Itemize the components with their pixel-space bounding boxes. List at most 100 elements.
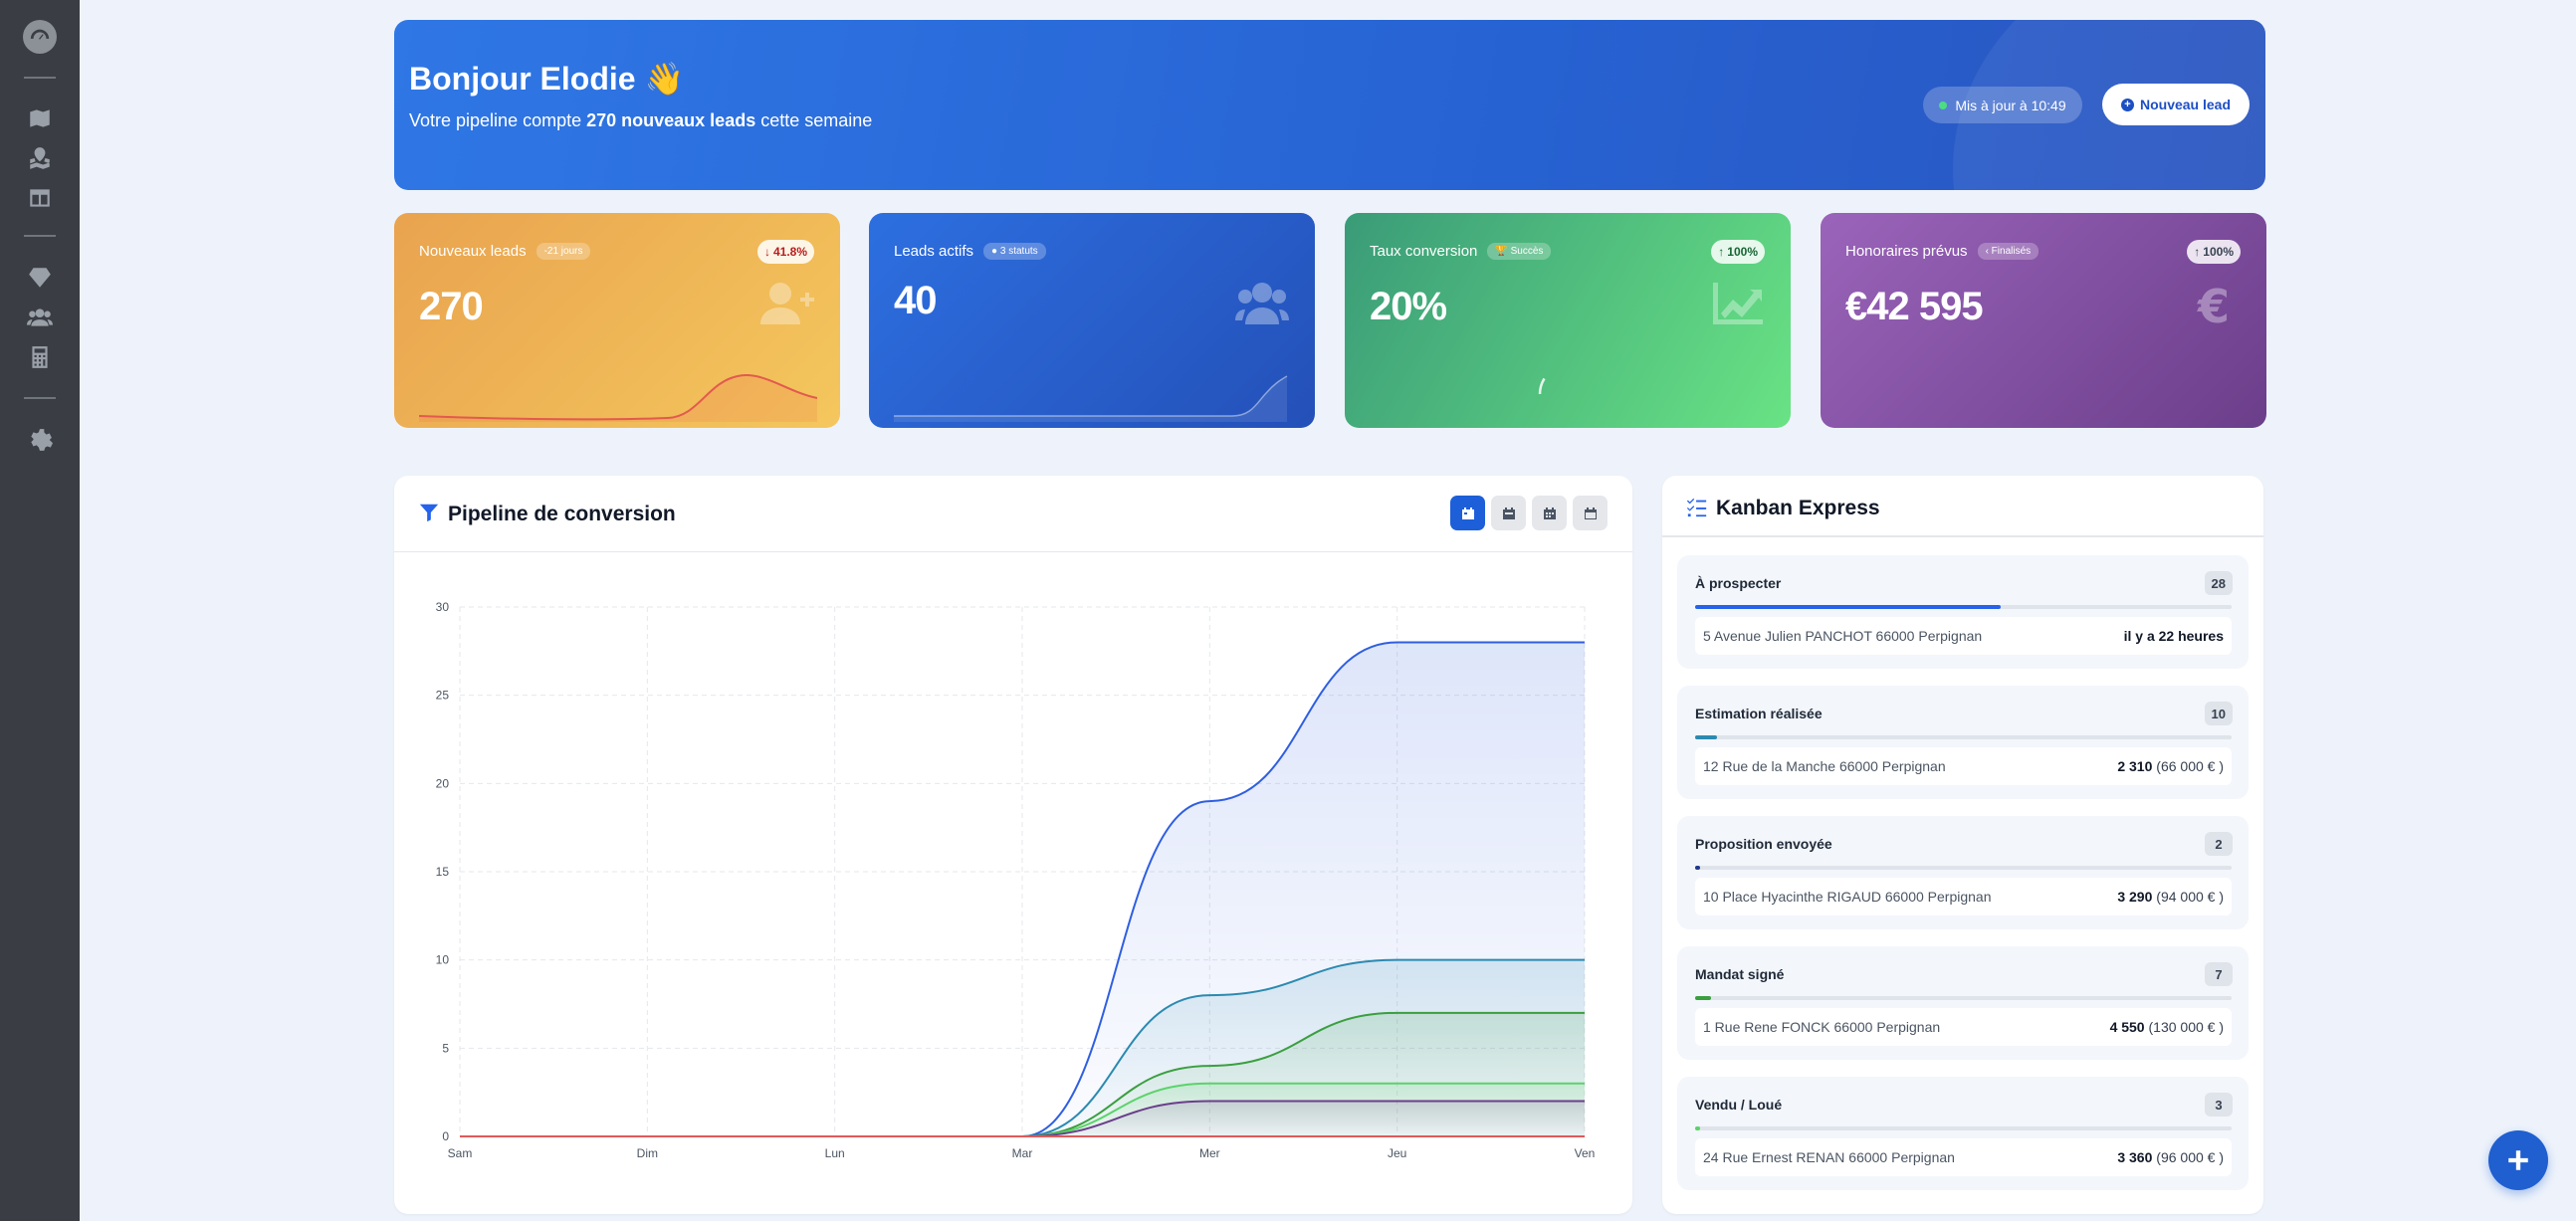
kanban-card-value-bold: 3 360 [2117, 1149, 2153, 1165]
table-layout-icon[interactable] [25, 183, 55, 213]
kanban-card-address: 1 Rue Rene FONCK 66000 Perpignan [1703, 1019, 1941, 1035]
arrow-up-icon: ↑ [1718, 245, 1725, 259]
stat-badge-text: Succès [1510, 246, 1544, 257]
stat-label-row: Taux conversion 🏆 Succès [1370, 243, 1552, 260]
kanban-card-address: 24 Rue Ernest RENAN 66000 Perpignan [1703, 1149, 1955, 1165]
kanban-card-value-bold: 4 550 [2109, 1019, 2145, 1035]
y-tick-label: 10 [436, 953, 450, 967]
y-tick-label: 5 [442, 1041, 449, 1055]
pipeline-title: Pipeline de conversion [448, 503, 676, 525]
x-tick-label: Ven [1575, 1146, 1596, 1160]
plus-circle-icon: + [2120, 98, 2134, 111]
last-updated-text: Mis à jour à 10:49 [1955, 97, 2066, 113]
trend-value: 100% [2203, 245, 2234, 259]
stat-value: 40 [894, 279, 937, 322]
kanban-column: Estimation réalisée 10 12 Rue de la Manche… [1677, 686, 2249, 799]
map-icon[interactable] [25, 103, 55, 133]
kanban-progress-fill [1695, 996, 1712, 1000]
range-week-button[interactable] [1491, 496, 1526, 530]
new-leads-sparkline [419, 373, 817, 422]
filter-icon [418, 502, 440, 523]
kanban-card-value: 3 290 (94 000 € ) [2117, 889, 2224, 905]
new-lead-button[interactable]: + Nouveau lead [2102, 84, 2250, 125]
stat-badge: 🏆 Succès [1487, 243, 1552, 260]
kanban-column-count: 7 [2205, 962, 2233, 986]
kanban-card-value: il y a 22 heures [2124, 628, 2224, 644]
euro-icon: € [2187, 280, 2241, 333]
kanban-column-name: Mandat signé [1695, 966, 1785, 982]
svg-text:€: € [2197, 281, 2230, 326]
kanban-card-value-rest: (94 000 € ) [2152, 889, 2224, 905]
stat-card-new-leads[interactable]: Nouveaux leads -21 jours ↓ 41.8% 270 [394, 213, 840, 428]
x-tick-label: Mer [1199, 1146, 1220, 1160]
stat-badge: ● 3 statuts [983, 243, 1046, 260]
kanban-progress-track [1695, 996, 2232, 1000]
kanban-card-value-rest: (96 000 € ) [2152, 1149, 2224, 1165]
users-icon[interactable] [25, 303, 55, 332]
kanban-card[interactable]: 12 Rue de la Manche 66000 Perpignan 2 310… [1695, 747, 2232, 785]
subtitle-prefix: Votre pipeline compte [409, 110, 582, 130]
kanban-panel: Kanban Express À prospecter 28 5 Avenue Ju… [1662, 476, 2263, 1214]
kanban-column-count: 28 [2204, 571, 2233, 595]
panel-divider [1662, 535, 2263, 537]
add-fab-button[interactable] [2488, 1130, 2548, 1190]
range-day-button[interactable] [1450, 496, 1485, 530]
kanban-column: Proposition envoyée 2 10 Place Hyacinthe R… [1677, 816, 2249, 929]
new-lead-label: Nouveau lead [2139, 97, 2232, 112]
kanban-progress-fill [1695, 1126, 1701, 1130]
y-tick-label: 15 [436, 865, 450, 879]
stat-label: Taux conversion [1370, 243, 1478, 260]
panel-divider [394, 551, 1632, 552]
stat-label: Leads actifs [894, 243, 974, 260]
kanban-column: À prospecter 28 5 Avenue Julien PANCHOT 66… [1677, 555, 2249, 669]
kanban-card-address: 10 Place Hyacinthe RIGAUD 66000 Perpigna… [1703, 889, 1992, 905]
stat-value: €42 595 [1845, 285, 1984, 328]
range-month-button[interactable] [1532, 496, 1567, 530]
kanban-column-count: 10 [2204, 702, 2233, 725]
kanban-card[interactable]: 5 Avenue Julien PANCHOT 66000 Perpignan i… [1695, 617, 2232, 655]
range-year-button[interactable] [1573, 496, 1608, 530]
chart-line-icon [1711, 281, 1765, 326]
tasks-icon [1686, 497, 1708, 518]
kanban-column-count: 2 [2205, 832, 2233, 856]
x-tick-label: Dim [637, 1146, 658, 1160]
stat-label-row: Leads actifs ● 3 statuts [894, 243, 1046, 260]
kanban-title: Kanban Express [1716, 497, 1880, 519]
calculator-icon[interactable] [25, 342, 55, 372]
stat-card-conversion-rate[interactable]: Taux conversion 🏆 Succès ↑ 100% 20% [1345, 213, 1791, 428]
kanban-card-value-bold: 2 310 [2117, 758, 2153, 774]
stat-value: 20% [1370, 285, 1447, 328]
stat-badge-text: 3 statuts [999, 246, 1038, 257]
trend-value: 41.8% [772, 245, 807, 259]
calendar-alt-icon [1584, 507, 1597, 519]
gem-icon[interactable] [25, 263, 55, 293]
x-tick-label: Mar [1012, 1146, 1033, 1160]
calendar-day-icon [1461, 507, 1474, 519]
stat-value: 270 [419, 285, 484, 328]
kanban-column-name: Proposition envoyée [1695, 836, 1832, 852]
stat-card-fees[interactable]: Honoraires prévus ‹ Finalisés ↑ 100% €42… [1821, 213, 2266, 428]
kanban-card[interactable]: 24 Rue Ernest RENAN 66000 Perpignan 3 360… [1695, 1138, 2232, 1176]
kanban-card[interactable]: 1 Rue Rene FONCK 66000 Perpignan 4 550 (1… [1695, 1008, 2232, 1046]
trend-badge: ↑ 100% [2187, 240, 2241, 264]
y-tick-label: 0 [442, 1129, 449, 1143]
pipeline-chart: 0 5 10 15 20 25 30 Sam Dim Lun Mar Mer Jeu Ven [436, 600, 1596, 1160]
y-tick-label: 20 [436, 776, 450, 790]
status-dot [1939, 101, 1948, 109]
kanban-progress-fill [1695, 866, 1701, 870]
stat-card-active-leads[interactable]: Leads actifs ● 3 statuts 40 [869, 213, 1315, 428]
kanban-column: Mandat signé 7 1 Rue Rene FONCK 66000 Perp… [1677, 946, 2249, 1060]
greeting-title: Bonjour Elodie 👋 [409, 61, 685, 97]
dashboard-icon[interactable] [23, 20, 57, 54]
subtitle-suffix: cette semaine [760, 110, 873, 130]
x-tick-label: Lun [825, 1146, 845, 1160]
map-location-icon[interactable] [25, 143, 55, 173]
sidebar-divider [24, 235, 56, 237]
kanban-card[interactable]: 10 Place Hyacinthe RIGAUD 66000 Perpigna… [1695, 878, 2232, 916]
gear-icon[interactable] [25, 425, 55, 455]
arrow-down-icon: ↓ [763, 245, 770, 259]
kanban-column-count: 3 [2205, 1093, 2233, 1117]
sidebar [0, 0, 80, 1221]
stat-label-row: Honoraires prévus ‹ Finalisés [1845, 243, 2039, 260]
stat-badge: -21 jours [536, 243, 591, 260]
